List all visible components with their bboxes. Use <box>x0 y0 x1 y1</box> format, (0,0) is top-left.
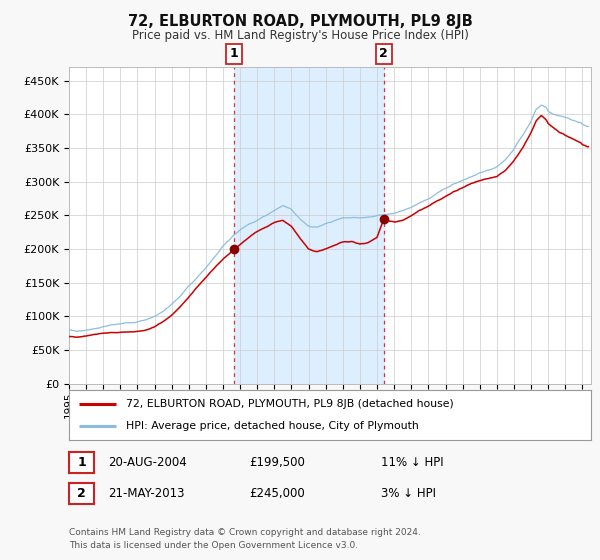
Text: Contains HM Land Registry data © Crown copyright and database right 2024.
This d: Contains HM Land Registry data © Crown c… <box>69 529 421 550</box>
Text: 3% ↓ HPI: 3% ↓ HPI <box>381 487 436 500</box>
Text: 11% ↓ HPI: 11% ↓ HPI <box>381 456 443 469</box>
Text: 2: 2 <box>379 47 388 60</box>
Text: 1: 1 <box>77 456 86 469</box>
Text: 2: 2 <box>77 487 86 500</box>
Text: £245,000: £245,000 <box>249 487 305 500</box>
Text: Price paid vs. HM Land Registry's House Price Index (HPI): Price paid vs. HM Land Registry's House … <box>131 29 469 42</box>
Text: 72, ELBURTON ROAD, PLYMOUTH, PL9 8JB (detached house): 72, ELBURTON ROAD, PLYMOUTH, PL9 8JB (de… <box>127 399 454 409</box>
Bar <box>234 67 383 384</box>
Text: HPI: Average price, detached house, City of Plymouth: HPI: Average price, detached house, City… <box>127 421 419 431</box>
Text: 20-AUG-2004: 20-AUG-2004 <box>108 456 187 469</box>
Text: £199,500: £199,500 <box>249 456 305 469</box>
Text: 21-MAY-2013: 21-MAY-2013 <box>108 487 185 500</box>
Text: 72, ELBURTON ROAD, PLYMOUTH, PL9 8JB: 72, ELBURTON ROAD, PLYMOUTH, PL9 8JB <box>128 14 472 29</box>
Text: 1: 1 <box>230 47 238 60</box>
